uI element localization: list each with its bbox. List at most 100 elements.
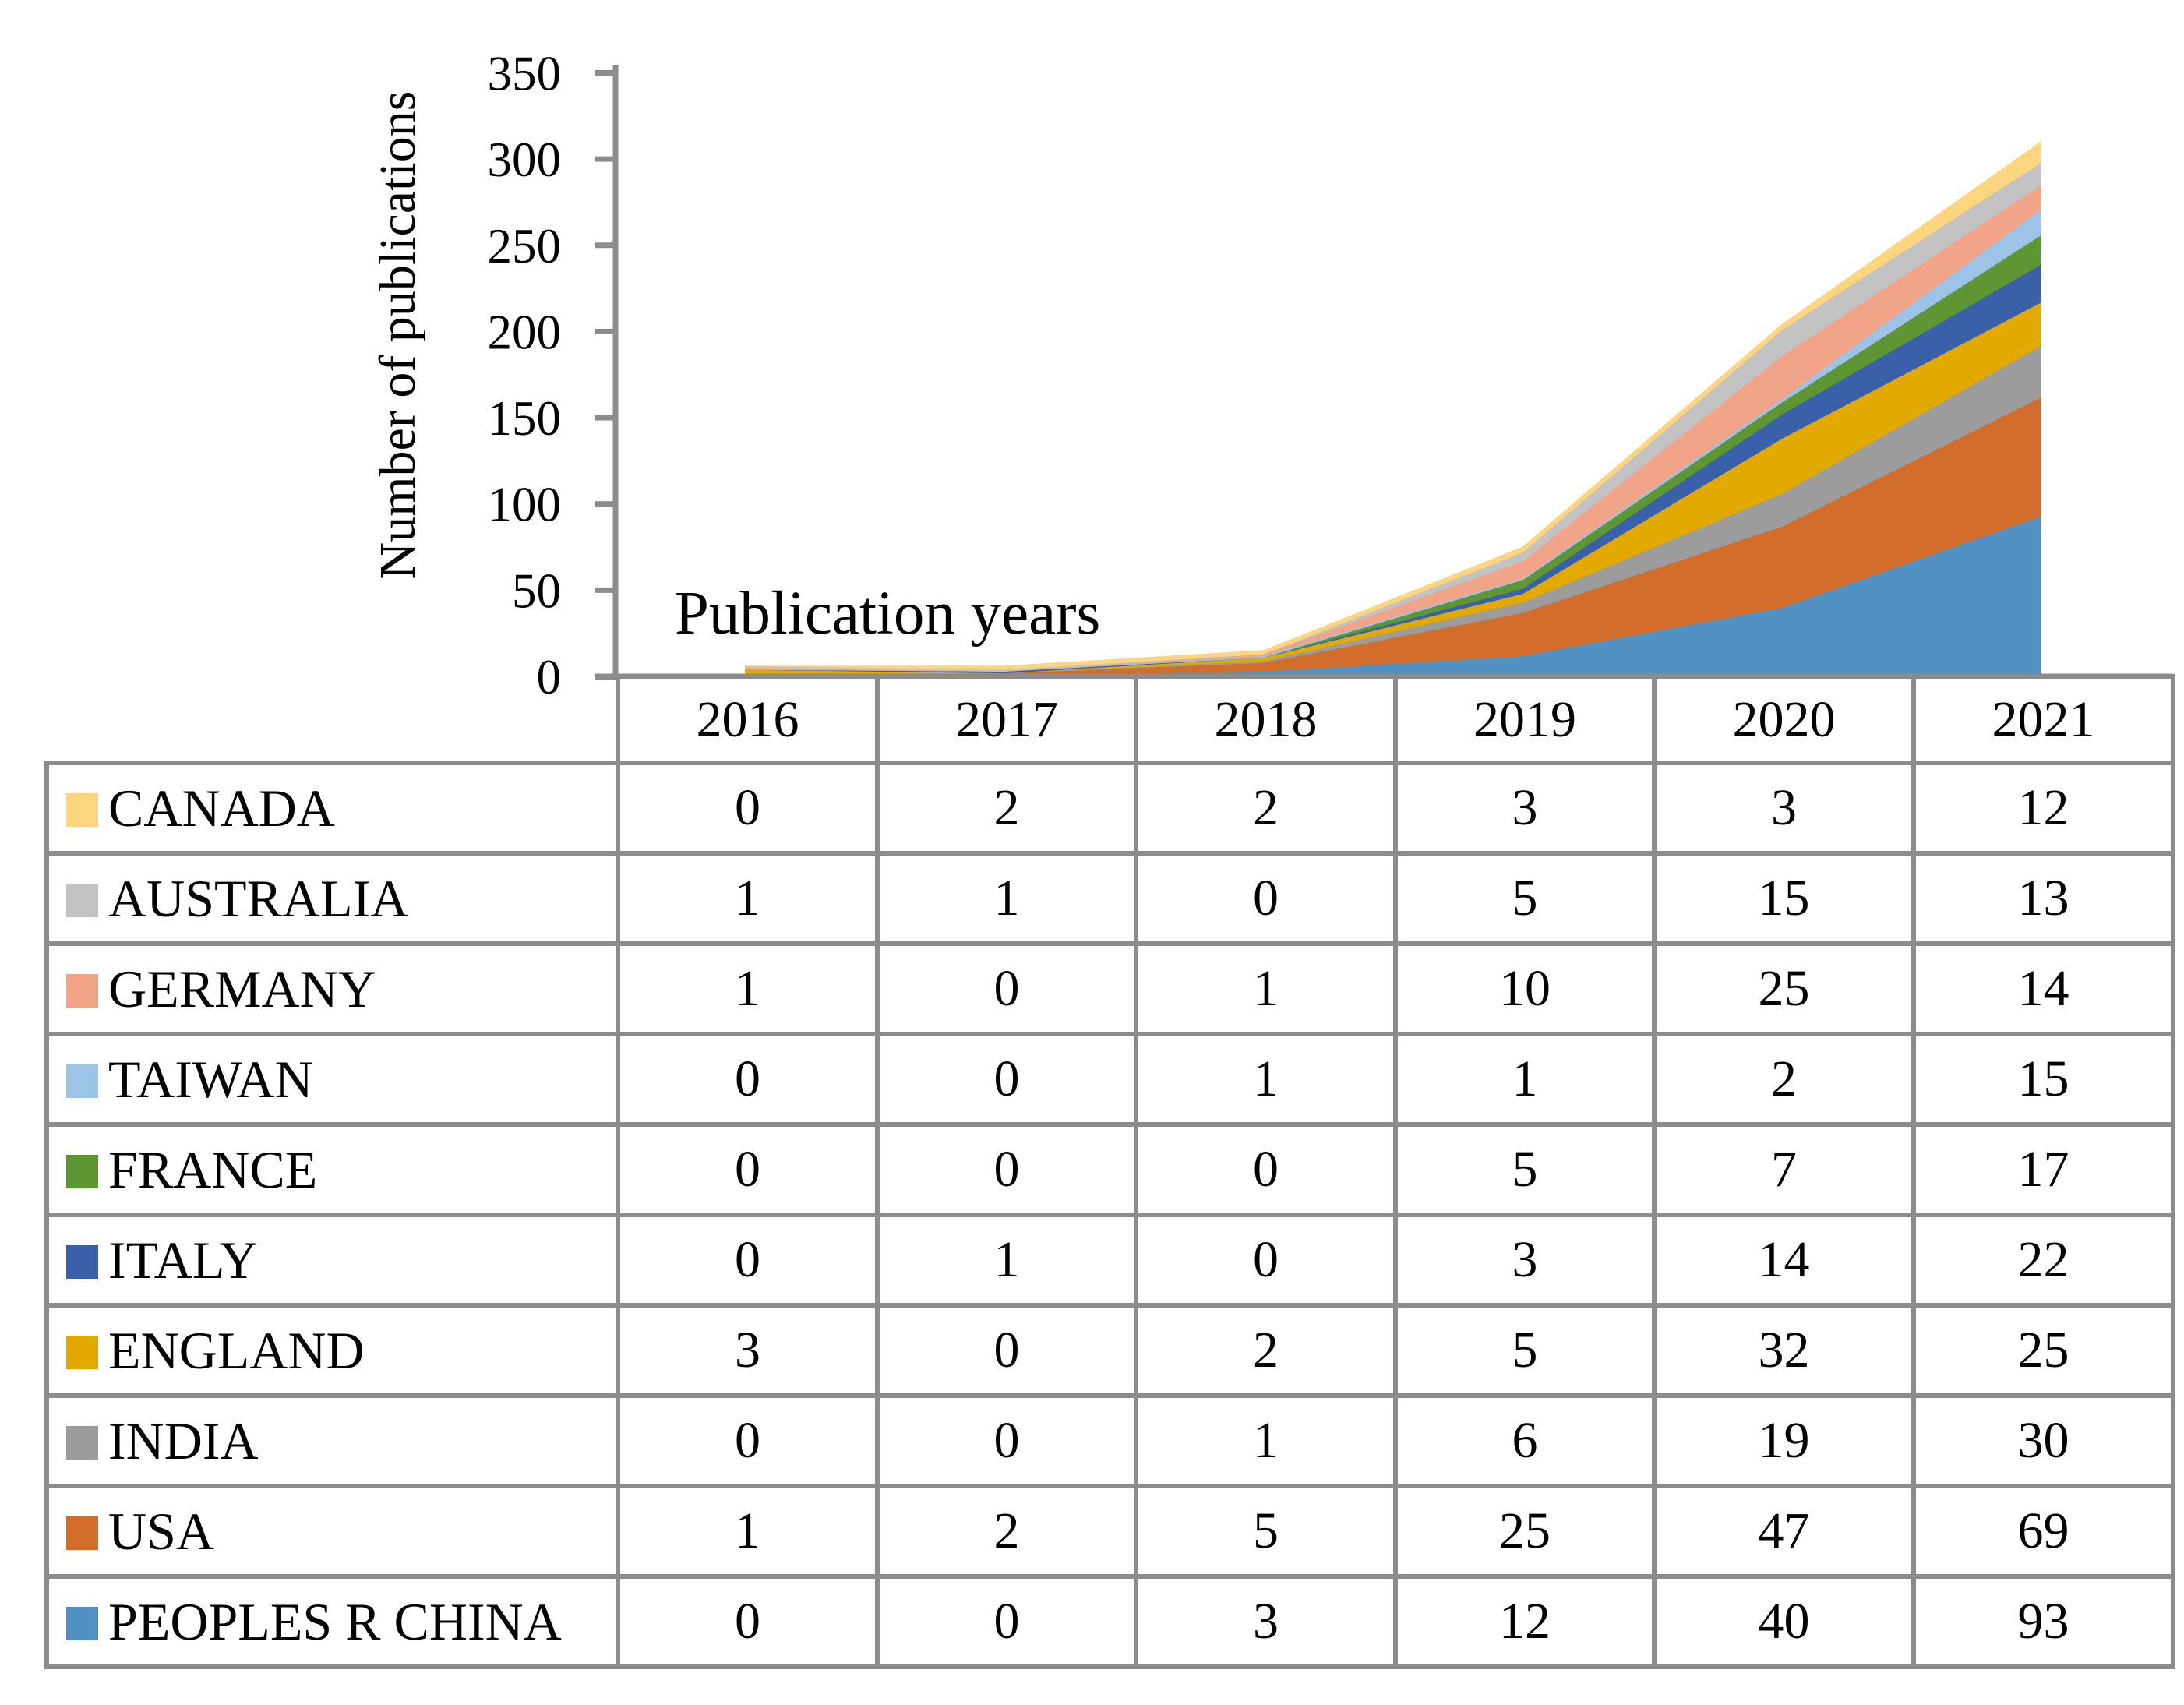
area-france [745, 234, 2041, 672]
table-row-england: ENGLAND 3 0 2 5 32 25 [44, 1303, 2175, 1398]
value-usa-2016: 1 [616, 1484, 880, 1579]
value-peoples-r-china-2019: 12 [1393, 1574, 1657, 1669]
value-peoples-r-china-2018: 3 [1134, 1574, 1398, 1669]
row-label-cell: CANADA [44, 761, 620, 856]
row-label-cell: FRANCE [44, 1122, 620, 1217]
y-axis-title: Number of publications [369, 91, 426, 580]
table-corner-spacer [47, 676, 618, 763]
value-taiwan-2017: 0 [875, 1032, 1138, 1127]
row-label-cell: ENGLAND [44, 1303, 620, 1398]
value-italy-2017: 1 [875, 1213, 1138, 1308]
value-australia-2021: 13 [1911, 851, 2175, 946]
value-taiwan-2020: 2 [1652, 1032, 1916, 1127]
table-row-usa: USA 1 2 5 25 47 69 [44, 1484, 2175, 1579]
year-header-2018: 2018 [1134, 674, 1398, 765]
y-tick-label: 100 [488, 478, 562, 532]
value-peoples-r-china-2021: 93 [1911, 1574, 2175, 1669]
y-tick-label: 150 [488, 391, 562, 446]
legend-swatch-italy [66, 1245, 98, 1280]
value-peoples-r-china-2016: 0 [616, 1574, 880, 1669]
value-canada-2020: 3 [1652, 761, 1916, 856]
value-usa-2019: 25 [1393, 1484, 1657, 1579]
value-india-2018: 1 [1134, 1393, 1398, 1488]
year-header-2016: 2016 [616, 674, 880, 765]
area-england [745, 301, 2041, 676]
value-england-2021: 25 [1911, 1303, 2175, 1398]
year-header-2020: 2020 [1652, 674, 1916, 765]
y-tick-mark [595, 156, 616, 162]
value-germany-2021: 14 [1911, 941, 2175, 1036]
country-label: TAIWAN [108, 1049, 313, 1109]
value-italy-2021: 22 [1911, 1213, 2175, 1308]
value-canada-2021: 12 [1911, 761, 2175, 856]
value-italy-2020: 14 [1652, 1213, 1916, 1308]
value-usa-2017: 2 [875, 1484, 1138, 1579]
value-england-2018: 2 [1134, 1303, 1398, 1398]
table-row-australia: AUSTRALIA 1 1 0 5 15 13 [44, 851, 2175, 946]
row-label-cell: AUSTRALIA [44, 851, 620, 946]
value-australia-2019: 5 [1393, 851, 1657, 946]
axes-group [595, 65, 2172, 680]
value-australia-2016: 1 [616, 851, 880, 946]
legend-swatch-usa [66, 1516, 98, 1551]
value-england-2019: 5 [1393, 1303, 1657, 1398]
y-tick-mark [595, 242, 616, 249]
value-germany-2020: 25 [1652, 941, 1916, 1036]
value-canada-2018: 2 [1134, 761, 1398, 856]
legend-swatch-australia [66, 884, 98, 918]
legend-swatch-peoples-r-china [66, 1607, 98, 1641]
value-france-2017: 0 [875, 1122, 1138, 1217]
value-peoples-r-china-2017: 0 [875, 1574, 1138, 1669]
value-peoples-r-china-2020: 40 [1652, 1574, 1916, 1669]
country-label: INDIA [108, 1410, 259, 1470]
y-tick-mark [595, 328, 616, 334]
legend-swatch-germany [66, 974, 98, 1008]
value-england-2020: 32 [1652, 1303, 1916, 1398]
value-france-2018: 0 [1134, 1122, 1398, 1217]
area-usa [745, 396, 2041, 677]
value-england-2017: 0 [875, 1303, 1138, 1398]
y-tick-mark [595, 415, 616, 421]
area-india [745, 344, 2041, 676]
y-tick-mark [595, 69, 616, 76]
area-germany [745, 184, 2041, 672]
y-tick-label: 300 [488, 132, 562, 187]
x-axis-title: Publication years [675, 580, 1100, 648]
row-label-cell: USA [44, 1484, 620, 1579]
area-series-group [745, 141, 2041, 677]
value-canada-2017: 2 [875, 761, 1138, 856]
country-label: ENGLAND [108, 1320, 365, 1380]
table-header-row: 2016 2017 2018 2019 2020 2021 [47, 674, 2175, 765]
value-india-2020: 19 [1652, 1393, 1916, 1488]
value-india-2017: 0 [875, 1393, 1138, 1488]
value-australia-2018: 0 [1134, 851, 1398, 946]
country-label: GERMANY [108, 958, 376, 1018]
value-france-2020: 7 [1652, 1122, 1916, 1217]
value-australia-2020: 15 [1652, 851, 1916, 946]
table-row-taiwan: TAIWAN 0 0 1 1 2 15 [44, 1032, 2175, 1127]
legend-swatch-france [66, 1155, 98, 1189]
value-australia-2017: 1 [875, 851, 1138, 946]
country-label: FRANCE [108, 1139, 318, 1199]
y-tick-label: 200 [488, 305, 562, 359]
value-france-2021: 17 [1911, 1122, 2175, 1217]
data-table: 2016 2017 2018 2019 2020 2021 CANADA 0 2 2 3 3 12 AU… [44, 674, 2175, 1669]
value-italy-2018: 0 [1134, 1213, 1398, 1308]
y-tick-label: 250 [488, 219, 562, 274]
table-row-italy: ITALY 0 1 0 3 14 22 [44, 1213, 2175, 1308]
area-australia [745, 161, 2041, 672]
value-taiwan-2019: 1 [1393, 1032, 1657, 1127]
table-row-germany: GERMANY 1 0 1 10 25 14 [44, 941, 2175, 1036]
value-canada-2019: 3 [1393, 761, 1657, 856]
country-label: PEOPLES R CHINA [108, 1591, 562, 1651]
country-label: CANADA [108, 778, 335, 838]
legend-swatch-india [66, 1426, 98, 1460]
value-france-2019: 5 [1393, 1122, 1657, 1217]
y-tick-mark [595, 587, 616, 593]
country-label: ITALY [108, 1230, 258, 1290]
value-india-2021: 30 [1911, 1393, 2175, 1488]
legend-swatch-canada [66, 793, 98, 828]
y-tick-label: 350 [488, 46, 562, 101]
value-france-2016: 0 [616, 1122, 880, 1217]
